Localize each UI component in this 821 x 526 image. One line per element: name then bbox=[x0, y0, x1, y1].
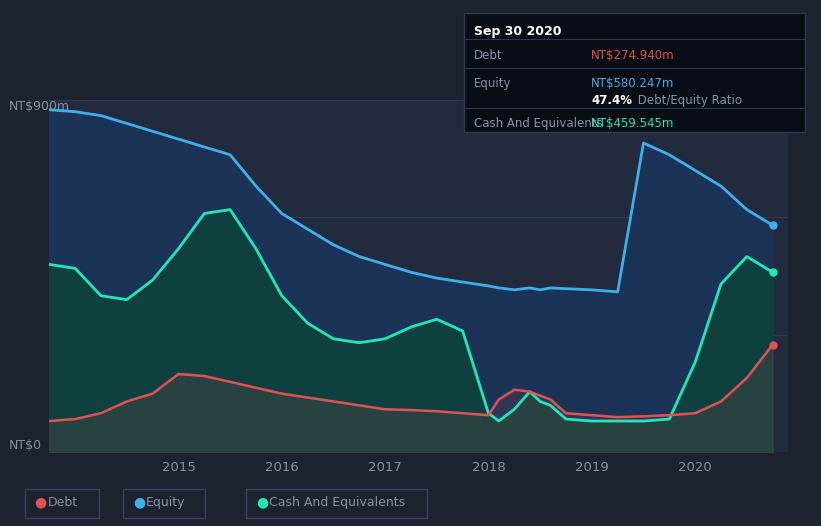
Text: NT$900m: NT$900m bbox=[8, 100, 70, 113]
Text: NT$580.247m: NT$580.247m bbox=[591, 77, 675, 90]
Text: ●: ● bbox=[256, 495, 268, 509]
Text: NT$0: NT$0 bbox=[8, 439, 42, 452]
Text: Equity: Equity bbox=[474, 77, 511, 90]
Text: Sep 30 2020: Sep 30 2020 bbox=[474, 25, 562, 38]
Text: Debt: Debt bbox=[48, 496, 78, 509]
Text: ●: ● bbox=[133, 495, 145, 509]
Text: Equity: Equity bbox=[146, 496, 186, 509]
Text: NT$459.545m: NT$459.545m bbox=[591, 117, 675, 130]
Text: 47.4%: 47.4% bbox=[591, 94, 632, 107]
Text: Cash And Equivalents: Cash And Equivalents bbox=[474, 117, 603, 130]
Text: Debt: Debt bbox=[474, 49, 502, 62]
Text: Cash And Equivalents: Cash And Equivalents bbox=[269, 496, 406, 509]
Text: NT$274.940m: NT$274.940m bbox=[591, 49, 675, 62]
Text: Debt/Equity Ratio: Debt/Equity Ratio bbox=[634, 94, 742, 107]
Text: ●: ● bbox=[34, 495, 47, 509]
